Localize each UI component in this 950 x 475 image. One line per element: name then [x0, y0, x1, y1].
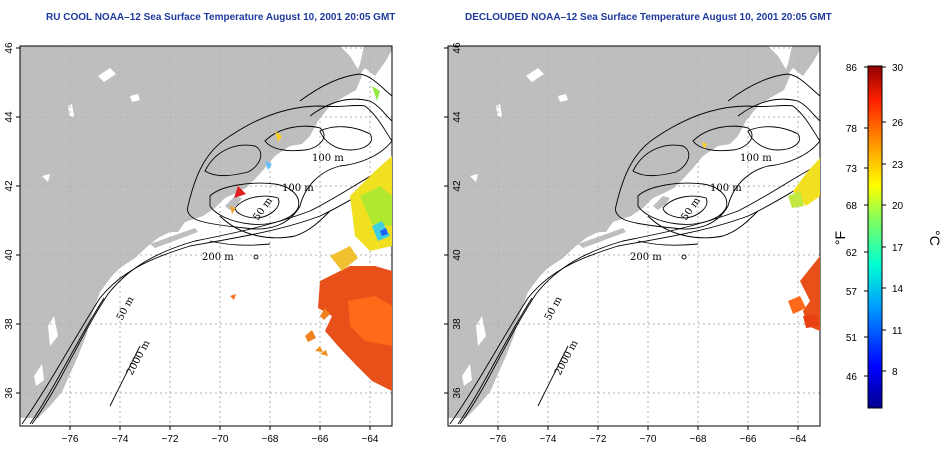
left-y-tick-42: 42	[4, 180, 15, 192]
right-x-tick-64: −64	[790, 434, 807, 445]
colorbar-f-tick-51: 51	[846, 333, 858, 344]
contour-label-50m-b: 50 m	[115, 294, 137, 322]
colorbar-c-tick-14: 14	[892, 284, 904, 295]
left-y-tick-38: 38	[4, 318, 15, 330]
contour-label-100m-b: 100 m	[282, 183, 314, 194]
left-x-tick-76: −76	[62, 434, 79, 445]
colorbar-c-tick-20: 20	[892, 201, 904, 212]
contour-label-100m-a: 100 m	[312, 153, 344, 164]
colorbar-c-tick-8: 8	[892, 367, 898, 378]
colorbar-fahrenheit-label: °F	[832, 231, 848, 245]
right-x-tick-66: −66	[740, 434, 757, 445]
colorbar-f-tick-86: 86	[846, 63, 858, 74]
right-contour-label-2000m: 2000 m	[553, 338, 581, 377]
left-x-tick-70: −70	[212, 434, 229, 445]
left-map-title: RU COOL NOAA–12 Sea Surface Temperature …	[46, 12, 396, 23]
colorbar-f-tick-78: 78	[846, 124, 858, 135]
right-y-tick-46: 46	[452, 42, 463, 54]
right-y-tick-42: 42	[452, 180, 463, 192]
colorbar-c-tick-11: 11	[892, 326, 903, 337]
right-x-tick-76: −76	[490, 434, 507, 445]
contour-label-50m-a: 50 m	[251, 195, 275, 223]
right-x-tick-74: −74	[540, 434, 557, 445]
right-x-tick-72: −72	[590, 434, 607, 445]
left-x-tick-74: −74	[112, 434, 129, 445]
contour-label-2000m: 2000 m	[125, 338, 153, 377]
left-y-axis: 36 38 40 42 44 46	[4, 42, 20, 399]
contour-label-200m: 200 m	[202, 252, 234, 263]
right-contour-label-100m-b: 100 m	[710, 183, 742, 194]
right-x-tick-68: −68	[690, 434, 707, 445]
left-x-tick-72: −72	[162, 434, 179, 445]
colorbar-c-tick-17: 17	[892, 243, 904, 254]
right-contour-label-50m-b: 50 m	[543, 294, 565, 322]
right-contour-label-200m: 200 m	[630, 252, 662, 263]
left-x-tick-64: −64	[362, 434, 379, 445]
colorbar-f-tick-62: 62	[846, 248, 858, 259]
left-y-tick-44: 44	[4, 111, 15, 123]
left-x-tick-68: −68	[262, 434, 279, 445]
left-y-tick-46: 46	[4, 42, 15, 54]
colorbar-celsius-label: °C	[927, 230, 943, 246]
left-x-tick-66: −66	[312, 434, 329, 445]
left-y-tick-36: 36	[4, 387, 15, 399]
colorbar-gradient	[867, 65, 883, 409]
right-y-tick-38: 38	[452, 318, 463, 330]
colorbar-c-tick-30: 30	[892, 63, 904, 74]
colorbar-f-tick-73: 73	[846, 164, 858, 175]
colorbar-f-tick-46: 46	[846, 372, 858, 383]
right-map: 100 m 100 m 50 m 200 m 50 m 2000 m	[447, 45, 821, 427]
left-sst-patches	[230, 86, 392, 391]
colorbar-f-tick-57: 57	[846, 287, 858, 298]
colorbar: 86 78 73 68 62 57 51 46 30 26 23 20 17 1…	[832, 63, 943, 409]
colorbar-f-tick-68: 68	[846, 201, 858, 212]
right-contour-label-50m-a: 50 m	[679, 195, 703, 223]
right-x-axis: −76 −74 −72 −70 −68 −66 −64	[490, 426, 807, 445]
colorbar-c-tick-23: 23	[892, 160, 904, 171]
left-map: 100 m 100 m 50 m 200 m 50 m 2000 m	[19, 45, 393, 427]
right-map-title: DECLOUDED NOAA–12 Sea Surface Temperatur…	[465, 12, 832, 23]
right-y-tick-44: 44	[452, 111, 463, 123]
colorbar-c-tick-26: 26	[892, 118, 904, 129]
right-y-tick-40: 40	[452, 249, 463, 261]
left-x-axis: −76 −74 −72 −70 −68 −66 −64	[62, 426, 379, 445]
right-y-tick-36: 36	[452, 387, 463, 399]
right-sst-patches	[702, 142, 820, 331]
right-y-axis: 36 38 40 42 44 46	[444, 42, 463, 399]
right-contour-label-100m-a: 100 m	[740, 153, 772, 164]
left-y-tick-40: 40	[4, 249, 15, 261]
right-x-tick-70: −70	[640, 434, 657, 445]
